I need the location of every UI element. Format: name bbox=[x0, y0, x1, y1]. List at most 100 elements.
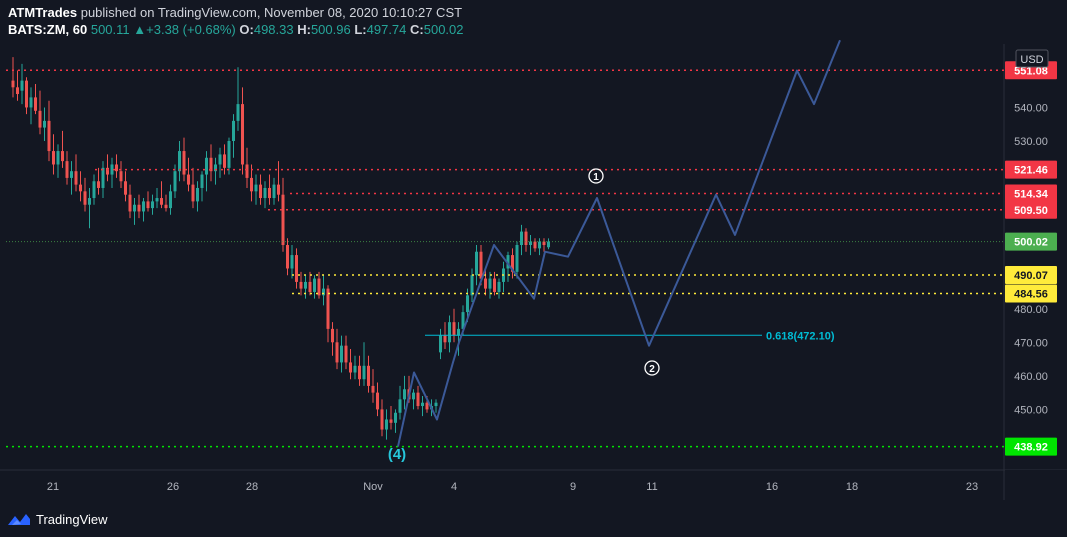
candle-body bbox=[385, 419, 388, 430]
candle-body bbox=[344, 345, 348, 363]
price-tick-label: 470.00 bbox=[1014, 337, 1048, 349]
level-price-badge bbox=[1005, 160, 1057, 179]
candle-body bbox=[173, 171, 177, 192]
candle-body bbox=[83, 191, 87, 205]
candle-body bbox=[137, 204, 141, 212]
candle-body bbox=[254, 184, 258, 192]
candle-body bbox=[47, 120, 51, 152]
candle-body bbox=[205, 157, 208, 175]
candle-body bbox=[425, 402, 429, 410]
high-label: H: bbox=[297, 22, 311, 37]
candle-body bbox=[101, 167, 105, 188]
publish-info: ATMTrades published on TradingView.com, … bbox=[8, 5, 462, 20]
candle-body bbox=[92, 181, 96, 199]
time-tick-label: 21 bbox=[47, 481, 59, 493]
tradingview-logo[interactable]: TradingView bbox=[6, 509, 108, 529]
candle-body bbox=[133, 204, 136, 212]
candle-body bbox=[250, 177, 253, 192]
candle-body bbox=[331, 328, 334, 343]
time-tick-label: 16 bbox=[766, 481, 778, 493]
candle-body bbox=[25, 80, 28, 108]
symbol-label[interactable]: BATS:ZM, 60 bbox=[8, 22, 88, 37]
candle-body bbox=[182, 151, 186, 175]
candle-body bbox=[110, 164, 114, 175]
candle-body bbox=[416, 392, 420, 407]
candle-body bbox=[529, 241, 532, 246]
level-price-label: 521.46 bbox=[1014, 165, 1048, 177]
candle-body bbox=[124, 181, 127, 195]
candle-body bbox=[34, 97, 37, 111]
candle-body bbox=[241, 104, 244, 165]
candle-body bbox=[362, 365, 366, 380]
candle-body bbox=[479, 251, 483, 279]
time-tick-label: 4 bbox=[451, 481, 457, 493]
low-label: L: bbox=[354, 22, 367, 37]
candle-body bbox=[524, 231, 528, 246]
candle-body bbox=[16, 87, 19, 95]
candle-body bbox=[520, 231, 523, 246]
candle-body bbox=[11, 80, 15, 88]
candle-body bbox=[223, 154, 226, 168]
candle-body bbox=[115, 164, 118, 172]
candle-body bbox=[326, 288, 330, 329]
candle-body bbox=[74, 171, 78, 185]
candle-body bbox=[232, 120, 235, 141]
candle-body bbox=[340, 345, 343, 363]
candle-body bbox=[106, 167, 109, 175]
candle-body bbox=[259, 184, 262, 199]
candle-body bbox=[245, 164, 249, 178]
candle-body bbox=[349, 362, 352, 373]
candle-body bbox=[236, 104, 240, 121]
candle-body bbox=[146, 201, 150, 209]
candle-body bbox=[187, 174, 190, 185]
level-price-label: 490.07 bbox=[1014, 270, 1048, 282]
candle-body bbox=[151, 201, 154, 209]
candle-body bbox=[380, 409, 384, 430]
candle-body bbox=[515, 245, 519, 272]
candle-body bbox=[295, 255, 298, 282]
candle-body bbox=[160, 198, 163, 205]
wave-1-label: 1 bbox=[593, 172, 599, 183]
candle-body bbox=[470, 275, 474, 296]
candle-body bbox=[389, 419, 393, 423]
candle-body bbox=[466, 295, 469, 313]
time-tick-label: 9 bbox=[570, 481, 576, 493]
high-value: 500.96 bbox=[310, 22, 351, 37]
wave-projection-path bbox=[397, 39, 841, 447]
candle-body bbox=[497, 281, 501, 292]
currency-label[interactable]: USD bbox=[1020, 54, 1043, 66]
price-change: +3.38 (+0.68%) bbox=[146, 22, 236, 37]
candle-body bbox=[511, 255, 514, 272]
level-price-label: 438.92 bbox=[1014, 442, 1048, 454]
candle-body bbox=[88, 198, 91, 205]
level-price-label: 500.02 bbox=[1014, 237, 1048, 249]
candle-body bbox=[394, 412, 397, 423]
wave-1-label-circle bbox=[588, 168, 604, 184]
candle-body bbox=[169, 191, 172, 209]
level-price-badge bbox=[1005, 200, 1057, 219]
candle-body bbox=[493, 278, 496, 292]
candle-body bbox=[371, 385, 375, 393]
candle-body bbox=[317, 278, 321, 296]
candle-body bbox=[443, 335, 447, 343]
time-tick-label: 18 bbox=[846, 481, 858, 493]
candle-body bbox=[290, 255, 294, 269]
level-price-label: 509.50 bbox=[1014, 205, 1048, 217]
candle-body bbox=[70, 171, 73, 178]
candle-body bbox=[20, 80, 24, 91]
fib-level-label: 0.618(472.10) bbox=[766, 330, 835, 342]
candle-body bbox=[142, 201, 145, 212]
tradingview-cloud-icon bbox=[8, 514, 30, 525]
candle-body bbox=[61, 151, 64, 162]
close-value: 500.02 bbox=[423, 22, 464, 37]
price-tick-label: 480.00 bbox=[1014, 304, 1048, 316]
candle-body bbox=[43, 120, 46, 128]
wave-4-label: (4) bbox=[388, 446, 406, 463]
candle-body bbox=[29, 97, 33, 108]
time-tick-label: 23 bbox=[966, 481, 978, 493]
candle-body bbox=[439, 335, 442, 353]
candle-body bbox=[196, 187, 199, 202]
tradingview-brand: TradingView bbox=[36, 511, 108, 527]
candle-body bbox=[353, 365, 357, 373]
